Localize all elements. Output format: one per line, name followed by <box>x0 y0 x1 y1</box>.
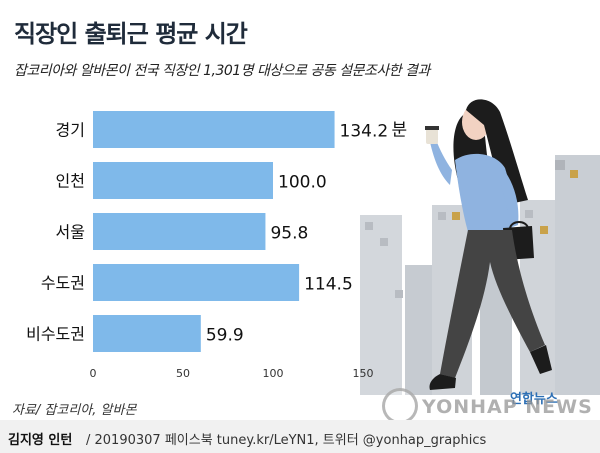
category-label-1: 인천 <box>56 172 85 191</box>
chart-title: 직장인 출퇴근 평균 시간 <box>14 20 248 48</box>
logo-korean: 연합뉴스 <box>510 392 558 407</box>
x-tick-50: 50 <box>176 367 190 380</box>
value-label-2: 95.8 <box>270 224 308 244</box>
value-label-4: 59.9 <box>206 326 244 346</box>
x-tick-100: 100 <box>263 367 284 380</box>
bar-0 <box>93 111 335 148</box>
category-label-0: 경기 <box>56 121 85 140</box>
chart-subtitle: 잡코리아와 알바몬이 전국 직장인 1,301명 대상으로 공동 설문조사한 결… <box>14 63 430 79</box>
category-label-4: 비수도권 <box>26 325 85 344</box>
chart-area: 경기 134.2 분인천 100.0 서울 95.8 수도권 114.5 비수도권 59.9 0 5… <box>26 99 600 395</box>
bar-1 <box>93 162 273 199</box>
logo-english: YONHAP NEWS <box>422 396 593 418</box>
x-tick-150: 150 <box>353 367 374 380</box>
bar-4 <box>93 315 201 352</box>
credit-bar: 김지영 인턴 / 20190307 페이스북 tuney.kr/LeYN1, 트… <box>0 420 600 453</box>
source-note: 자료/ 잡코리아, 알바몬 <box>12 403 137 418</box>
category-label-2: 서울 <box>56 223 85 242</box>
bar-2 <box>93 213 266 250</box>
x-axis: 0 50 100 150 <box>90 367 374 380</box>
category-label-3: 수도권 <box>41 274 85 293</box>
credit-author: 김지영 인턴 <box>8 433 73 448</box>
walking-woman-illustration <box>425 99 552 390</box>
value-label-0: 134.2 <box>340 122 389 142</box>
value-label-3: 114.5 <box>304 275 353 295</box>
credit-date-social: / 20190307 페이스북 tuney.kr/LeYN1, 트위터 @yon… <box>86 433 487 448</box>
yonhap-news-watermark: 연합뉴스 YONHAP NEWS <box>382 388 594 424</box>
x-tick-0: 0 <box>90 367 97 380</box>
value-label-1: 100.0 <box>278 173 327 193</box>
bar-series: 경기 134.2 분인천 100.0 서울 95.8 수도권 114.5 비수도권 59.9 <box>26 111 407 352</box>
bar-3 <box>93 264 300 301</box>
unit-label: 분 <box>392 121 408 141</box>
yonhap-logo-icon <box>382 388 418 424</box>
